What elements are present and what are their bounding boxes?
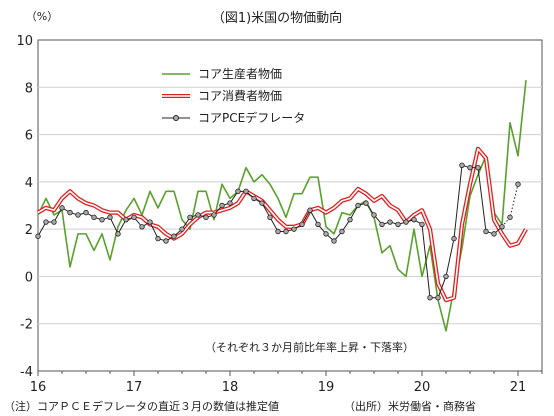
series-point-pce [363, 200, 369, 206]
chart-annotation: （それぞれ３か月前比年率上昇・下落率） [205, 340, 414, 354]
legend-label-pce: コアPCEデフレータ [198, 110, 305, 125]
series-point-pce [347, 216, 353, 223]
series-point-pce [435, 295, 441, 301]
series-point-pce [163, 238, 169, 244]
y-tick-label: 0 [25, 270, 33, 285]
footnote: （注）コアＰＣＥデフレータの直近３月の数値は推定値 [4, 399, 279, 413]
plot-area [37, 39, 543, 372]
legend-label-consumer: コア消費者物価 [198, 88, 282, 103]
series-point-pce [291, 226, 297, 232]
series-point-pce [419, 221, 425, 228]
series-point-pce [115, 231, 121, 237]
series-point-pce [507, 214, 513, 221]
series-point-pce [467, 164, 473, 171]
series-point-pce [43, 219, 49, 225]
series-point-pce [99, 216, 105, 223]
series-layer [35, 80, 528, 332]
chart-title: （図1)米国の物価動向 [212, 10, 342, 26]
series-point-pce [451, 235, 457, 242]
series-point-pce [179, 226, 185, 232]
series-point-pce [491, 231, 497, 237]
x-axis-ticks: 16 17 18 19 20 21 [30, 371, 543, 395]
series-point-pce [331, 238, 337, 244]
series-point-pce [411, 216, 417, 223]
series-point-pce [75, 212, 81, 218]
y-tick-label: 10 [16, 34, 33, 49]
series-point-pce [123, 216, 129, 223]
series-point-pce [475, 164, 481, 171]
legend-swatch-pce-marker [172, 114, 180, 122]
series-point-pce [443, 273, 449, 280]
x-tick-label: 16 [30, 380, 47, 395]
series-point-pce [259, 200, 265, 206]
series-point-pce [339, 228, 345, 235]
series-point-pce [51, 219, 57, 225]
y-tick-label: -2 [20, 318, 33, 333]
series-point-pce [139, 224, 145, 230]
series-point-pce [323, 231, 329, 237]
series-point-pce [283, 228, 289, 235]
x-tick-label: 18 [222, 380, 239, 395]
series-line-pce-estimated [501, 184, 519, 228]
series-point-pce [67, 209, 73, 216]
series-point-pce [147, 219, 153, 225]
legend: コア生産者物価 コア消費者物価 コアPCEデフレータ [162, 66, 305, 125]
series-line-consumer-outline [36, 146, 528, 303]
y-tick-label: 4 [25, 176, 33, 191]
series-point-pce [171, 233, 177, 239]
series-point-pce [155, 235, 161, 242]
series-point-pce [275, 228, 281, 235]
series-point-pce [59, 205, 65, 211]
series-point-pce [243, 188, 249, 195]
series-point-pce [219, 202, 225, 209]
series-point-pce [91, 214, 97, 221]
series-point-pce [355, 202, 361, 209]
series-point-pce [459, 162, 465, 169]
series-point-pce [35, 233, 41, 239]
x-tick-label: 19 [318, 380, 335, 395]
source-note: （出所）米労働省・商務省 [344, 399, 476, 413]
series-point-pce [499, 224, 505, 230]
series-point-pce [267, 214, 273, 221]
y-axis-ticks: -4 -2 0 2 4 6 8 10 [16, 34, 33, 380]
y-tick-label: 6 [25, 129, 33, 144]
series-point-pce [387, 219, 393, 225]
series-point-pce [203, 214, 209, 221]
series-point-pce [211, 212, 217, 218]
series-point-pce [403, 219, 409, 225]
y-tick-label: 2 [25, 223, 33, 238]
series-point-pce [187, 214, 193, 221]
series-point-pce [131, 214, 137, 221]
x-tick-label: 21 [510, 380, 527, 395]
series-point-pce [83, 209, 89, 216]
series-point-pce [195, 212, 201, 218]
series-point-pce [515, 181, 521, 187]
y-tick-label: -4 [20, 365, 33, 380]
series-line-producer [37, 80, 527, 332]
x-tick-label: 20 [414, 380, 431, 395]
series-point-pce [371, 212, 377, 218]
series-point-pce [395, 221, 401, 228]
legend-label-producer: コア生産者物価 [198, 66, 282, 81]
y-axis-unit-label: （%） [26, 10, 58, 23]
series-point-pce [307, 207, 313, 213]
x-tick-label: 17 [126, 380, 143, 395]
series-point-pce [379, 221, 385, 228]
series-point-pce [483, 228, 489, 235]
y-tick-label: 8 [25, 81, 33, 96]
series-point-pce [227, 200, 233, 206]
series-point-pce [315, 221, 321, 228]
series-point-pce [251, 195, 257, 202]
series-point-pce [107, 214, 113, 221]
series-point-pce [427, 295, 433, 301]
series-point-pce [235, 188, 241, 195]
series-point-pce [299, 221, 305, 228]
series-line-consumer-fill [37, 147, 527, 301]
